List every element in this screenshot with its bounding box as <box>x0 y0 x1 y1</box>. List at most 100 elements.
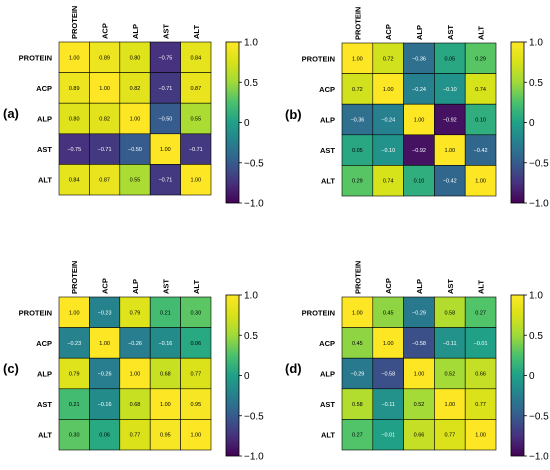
heatmap-cell <box>58 164 90 196</box>
cell-value-label: −0.58 <box>412 341 426 347</box>
row-label: ALT <box>321 431 335 440</box>
row-label: PROTEIN <box>302 54 335 63</box>
cell-value-label: 1.00 <box>190 433 201 439</box>
row-label: ALT <box>38 431 52 440</box>
heatmap-cell <box>434 327 466 359</box>
colorbar-tick-label: 1.0 <box>244 38 258 49</box>
cell-value-label: 0.95 <box>190 402 201 408</box>
heatmap-cell <box>119 133 151 165</box>
colorbar-tick-label: −1.0 <box>529 452 549 463</box>
cell-value-label: −0.75 <box>158 55 172 61</box>
colorbar-tick-label: −1.0 <box>244 199 264 210</box>
cell-value-label: −0.71 <box>189 147 203 153</box>
cell-value-label: 0.79 <box>69 372 80 378</box>
cell-value-label: 0.77 <box>130 433 141 439</box>
cell-value-label: −0.29 <box>350 372 364 378</box>
heatmap-cell <box>434 73 466 105</box>
heatmap-cell <box>434 388 466 420</box>
heatmap-cell <box>149 419 181 451</box>
heatmap-cell <box>89 357 121 390</box>
cell-value-label: 0.89 <box>69 86 80 92</box>
cell-value-label: −0.71 <box>158 178 172 184</box>
heatmap-cell <box>403 419 435 451</box>
cell-value-label: 0.58 <box>352 402 363 408</box>
colorbar-tick-label: 1.0 <box>529 38 543 49</box>
cell-value-label: 0.52 <box>414 402 425 408</box>
cell-value-label: 0.55 <box>190 117 201 123</box>
cell-value-label: 0.68 <box>130 402 141 408</box>
colorbar-tick-label: −0.5 <box>244 158 264 169</box>
cell-value-label: −0.10 <box>381 148 395 154</box>
heatmap-cell <box>434 419 466 451</box>
heatmap-cell <box>89 41 121 73</box>
cell-value-label: 0.66 <box>414 433 425 439</box>
cell-value-label: 0.45 <box>383 310 394 316</box>
row-label: ACP <box>319 339 335 348</box>
colorbar-tick-label: −1.0 <box>529 199 549 210</box>
heatmap-cell <box>180 296 212 328</box>
colorbar-tick-label: 1.0 <box>244 291 258 302</box>
heatmap-cell <box>464 42 497 74</box>
cell-value-label: 0.27 <box>475 310 486 316</box>
heatmap-cell <box>403 42 435 74</box>
heatmap-cell <box>119 72 151 104</box>
heatmap-cell <box>372 42 404 74</box>
heatmap-cell <box>403 357 435 390</box>
column-label: AST <box>446 279 455 294</box>
heatmap-cell <box>89 164 121 196</box>
cell-value-label: 0.66 <box>475 372 486 378</box>
colorbar-tick-label: −0.5 <box>529 158 549 169</box>
heatmap-cell <box>89 102 121 135</box>
colorbar <box>510 41 525 204</box>
column-label: ALT <box>477 26 486 40</box>
column-label: ALT <box>192 280 201 294</box>
cell-value-label: −0.16 <box>98 402 112 408</box>
heatmap-cell <box>372 388 404 420</box>
heatmap-cell <box>372 419 404 451</box>
cell-value-label: 0.84 <box>69 178 80 184</box>
column-label: ALP <box>415 279 424 294</box>
cell-value-label: 0.74 <box>475 87 486 93</box>
cell-value-label: 0.29 <box>475 56 486 62</box>
cell-value-label: 1.00 <box>99 341 110 347</box>
cell-value-label: −0.92 <box>443 118 457 124</box>
cell-value-label: 0.89 <box>99 55 110 61</box>
cell-value-label: 0.06 <box>99 433 110 439</box>
heatmap-cell <box>119 164 151 196</box>
cell-value-label: 1.00 <box>352 56 363 62</box>
row-label: ALT <box>38 176 52 185</box>
column-label: PROTEIN <box>70 6 79 39</box>
row-label: AST <box>37 400 52 409</box>
cell-value-label: 1.00 <box>444 148 455 154</box>
colorbar <box>510 294 525 457</box>
cell-value-label: 0.52 <box>444 372 455 378</box>
row-label: ALP <box>37 115 52 124</box>
cell-value-label: −0.58 <box>381 372 395 378</box>
cell-value-label: 0.72 <box>383 56 394 62</box>
panel-label: (a) <box>3 106 19 121</box>
heatmap-cell <box>119 327 151 359</box>
cell-value-label: 1.00 <box>475 433 486 439</box>
column-label: AST <box>161 279 170 294</box>
heatmap-panel-b: 1.00 0.72 −0.36 0.05 0.290.72 1.00 −0.24 −0.10 0… <box>285 7 549 210</box>
row-label: ACP <box>36 84 52 93</box>
heatmap-cell <box>341 419 374 451</box>
cell-value-label: 0.77 <box>190 372 201 378</box>
heatmap-cell <box>434 296 466 328</box>
panel-label: (d) <box>285 361 302 376</box>
panel-label: (b) <box>285 107 302 122</box>
cell-value-label: 0.27 <box>352 433 363 439</box>
row-label: ALP <box>320 370 335 379</box>
cell-value-label: −0.50 <box>158 117 172 123</box>
cell-value-label: 0.77 <box>444 433 455 439</box>
cell-value-label: 0.72 <box>352 87 363 93</box>
colorbar-tick-label: −0.5 <box>529 411 549 422</box>
row-label: AST <box>37 145 52 154</box>
cell-value-label: 1.00 <box>190 178 201 184</box>
heatmap-cell <box>403 388 435 420</box>
heatmap-cell <box>372 165 404 197</box>
cell-value-label: 1.00 <box>414 372 425 378</box>
cell-value-label: −0.11 <box>443 341 457 347</box>
row-label: AST <box>320 146 335 155</box>
cell-value-label: 0.80 <box>130 55 141 61</box>
